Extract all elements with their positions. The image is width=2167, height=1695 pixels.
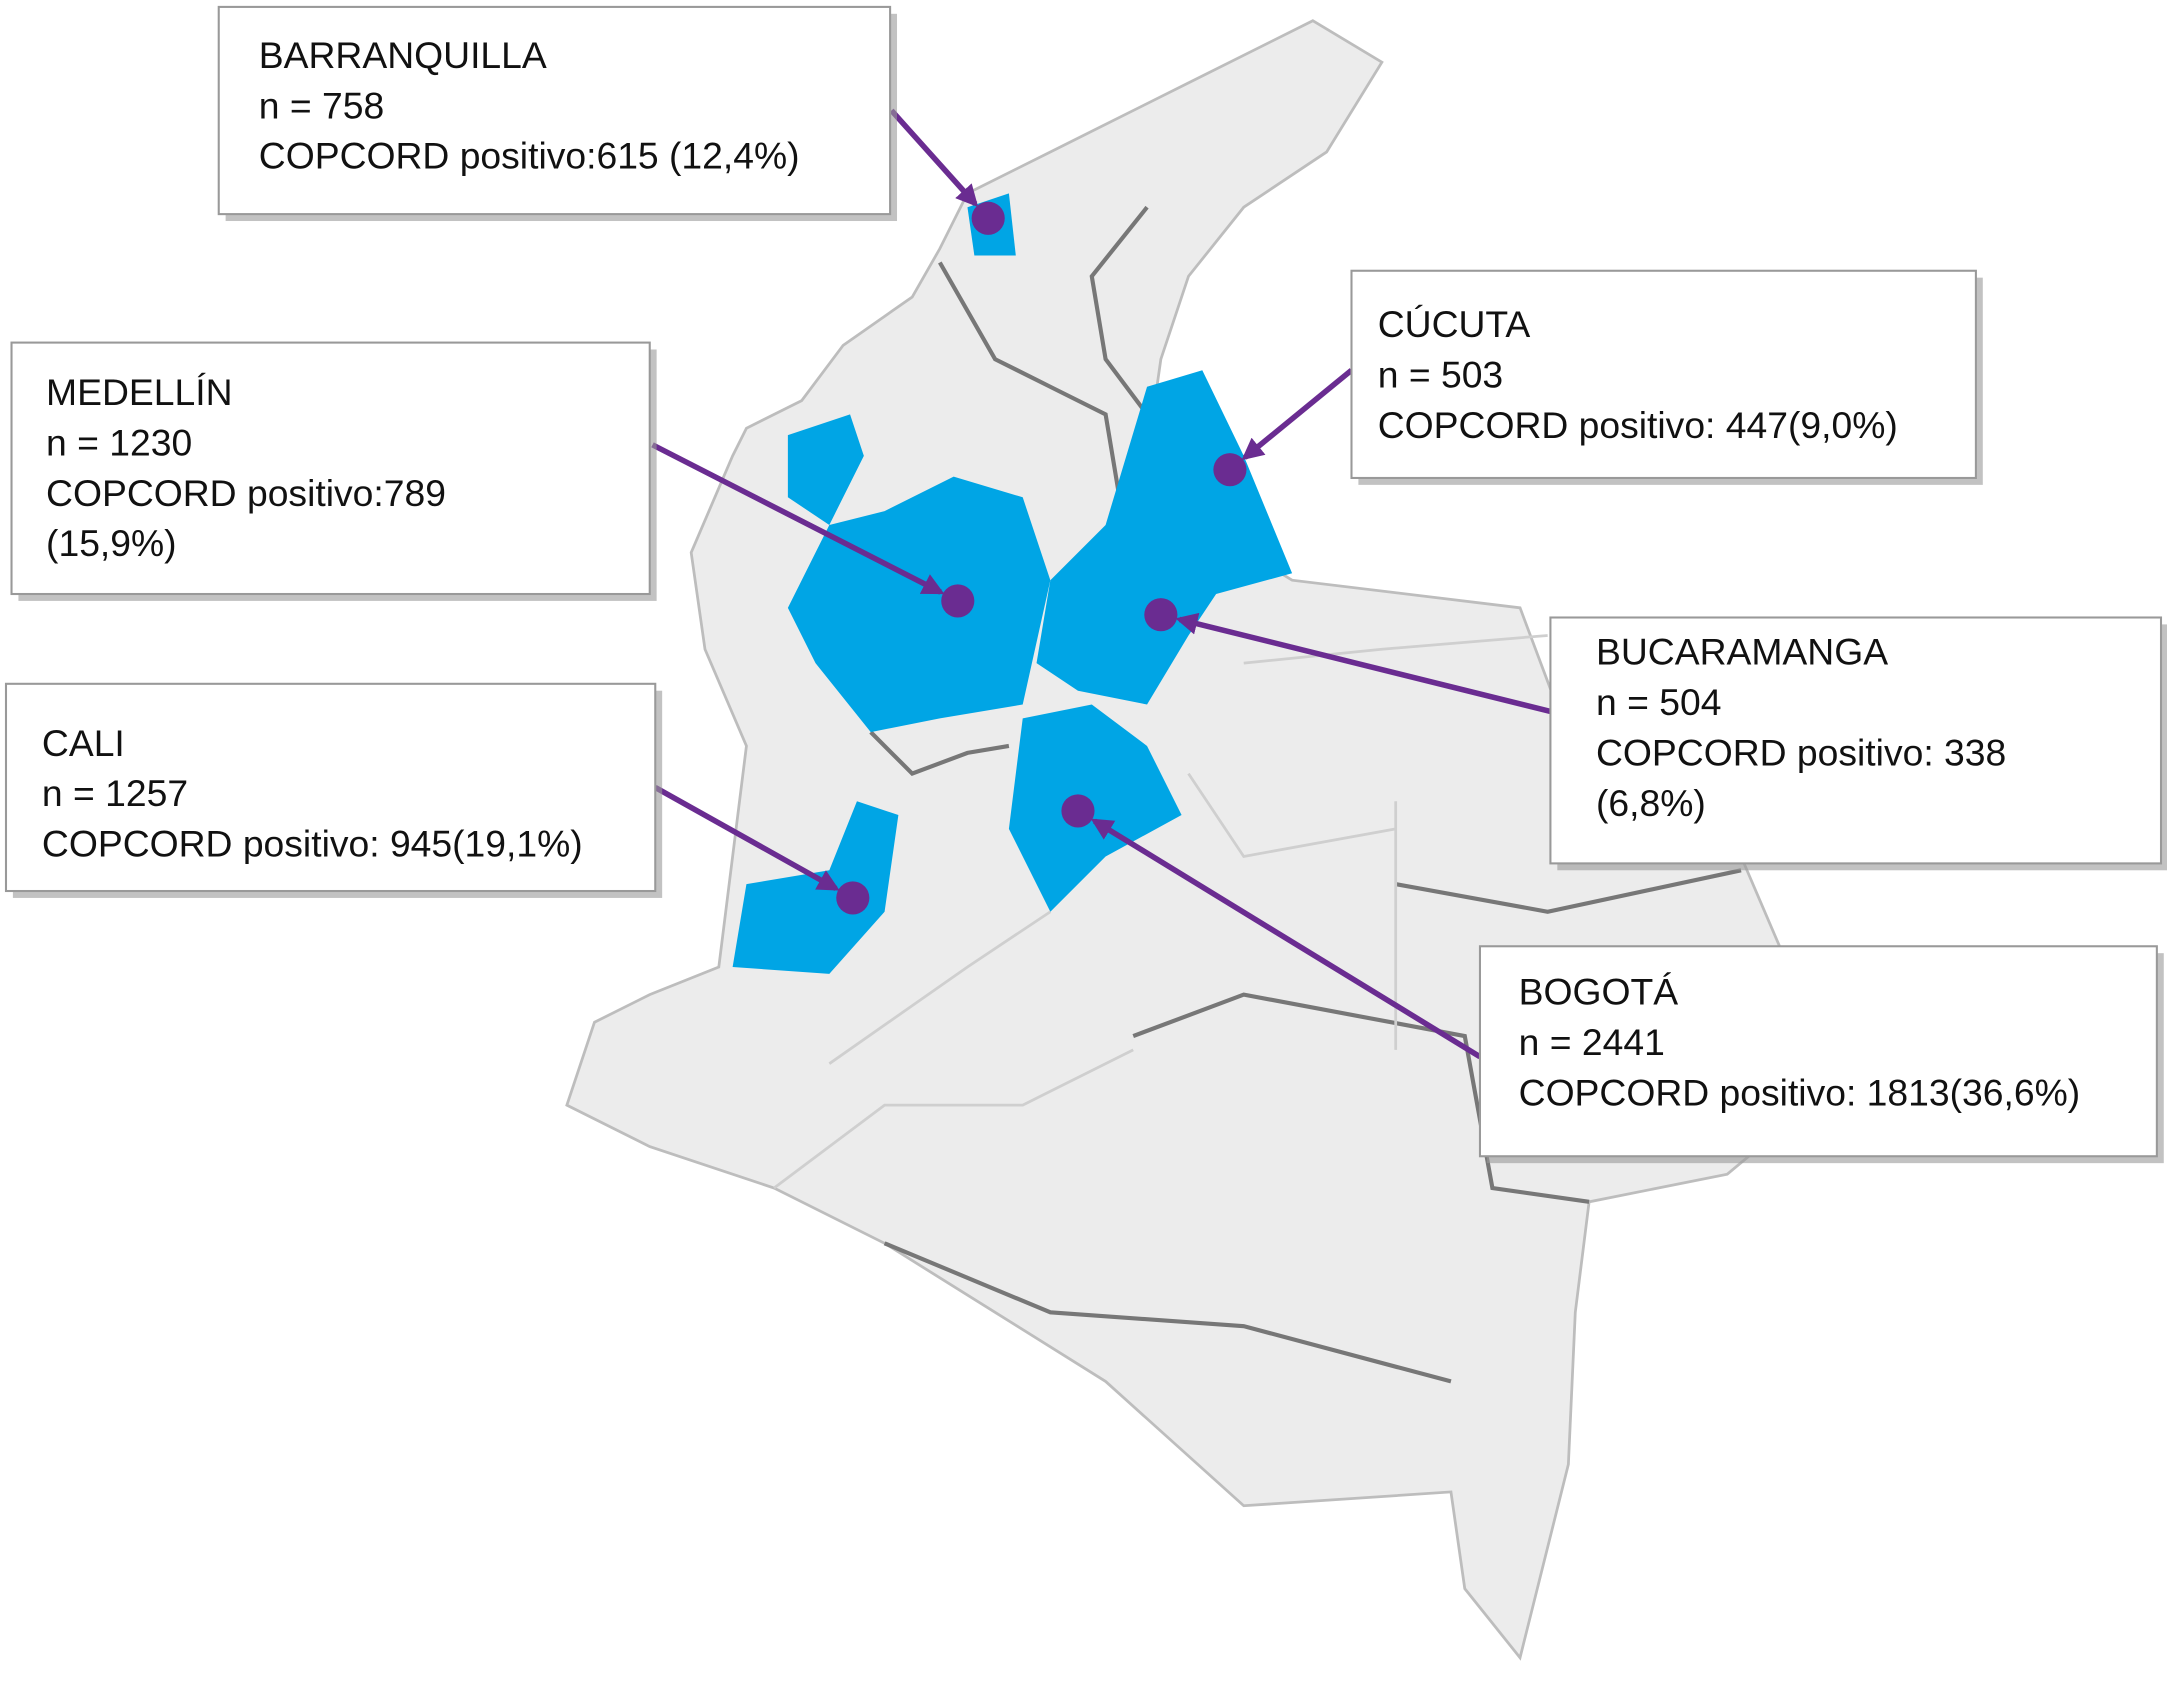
callout: BARRANQUILLA n = 758 COPCORD positivo:615 … [217, 5, 1005, 235]
box [1350, 269, 1977, 480]
callout: BUCARAMANGA n = 504 COPCORD positivo: 338 (… [1144, 598, 2167, 871]
country [565, 19, 1812, 1661]
callout-line: COPCORD positivo:789 [46, 472, 446, 514]
region [787, 414, 864, 525]
callout: CÚCUTA n = 503 COPCORD positivo: 447(9,0%) [1213, 269, 1983, 487]
city-dot [1061, 794, 1095, 828]
arrow [889, 108, 979, 208]
city-dot [1144, 598, 1178, 632]
callout-line: COPCORD positivo:615 (12,4%) [259, 135, 800, 177]
borders [869, 205, 1742, 1384]
callout-line: COPCORD positivo: 447(9,0%) [1378, 404, 1898, 446]
box [217, 5, 892, 216]
box [1549, 616, 2163, 865]
callout-line: BOGOTÁ [1519, 970, 1679, 1012]
callout: MEDELLÍN n = 1230 COPCORD positivo:789 (15,… [10, 341, 975, 618]
callout-line: n = 503 [1378, 354, 1503, 396]
box [4, 682, 657, 893]
callout-line: COPCORD positivo: 1813(36,6%) [1519, 1071, 2081, 1113]
callout-line: n = 2441 [1519, 1021, 1665, 1063]
callout: CALI n = 1257 COPCORD positivo: 945(19,1%) [4, 682, 870, 915]
city-dot [941, 584, 975, 618]
callout-line: BUCARAMANGA [1596, 631, 1888, 673]
callout-line: n = 1257 [42, 772, 188, 814]
callout-line: MEDELLÍN [46, 371, 232, 413]
box [1478, 945, 2158, 1158]
arrow [653, 784, 840, 891]
arrow [1090, 818, 1482, 1060]
callout: BOGOTÁ n = 2441 COPCORD positivo: 1813(36,… [1061, 794, 2164, 1164]
arrow [1175, 612, 1552, 715]
city-dot [971, 201, 1005, 235]
city-dot [1213, 453, 1247, 487]
city-dot [836, 881, 870, 915]
country-outline [565, 19, 1812, 1661]
callout-line: n = 758 [259, 84, 384, 126]
arrow [1241, 368, 1354, 461]
callout-line: COPCORD positivo: 945(19,1%) [42, 823, 583, 865]
box [10, 341, 651, 596]
callout-line: CALI [42, 722, 125, 764]
callout-line: (15,9%) [46, 522, 177, 564]
callout-line: n = 1230 [46, 421, 192, 463]
arrow [651, 442, 945, 595]
region [1008, 704, 1182, 912]
callout-line: CÚCUTA [1378, 303, 1531, 345]
callout-line: BARRANQUILLA [259, 34, 547, 76]
callouts: BARRANQUILLA n = 758 COPCORD positivo:615 … [4, 5, 2167, 1164]
callout-line: (6,8%) [1596, 782, 1706, 824]
callout-line: n = 504 [1596, 681, 1721, 723]
region [787, 476, 1051, 733]
callout-line: COPCORD positivo: 338 [1596, 731, 2006, 773]
